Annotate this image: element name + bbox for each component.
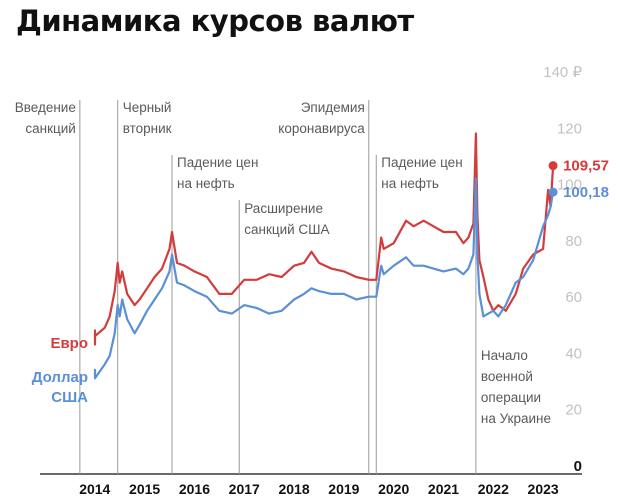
annotation-label: на нефть [381, 176, 439, 191]
usd-series-line [93, 177, 555, 380]
annotation-label: санкций [25, 121, 75, 136]
annotation-label: вторник [123, 121, 172, 136]
annotation-label: военной [481, 369, 533, 384]
annotation-label: Черный [123, 100, 172, 115]
annotation-label: Начало [481, 348, 528, 363]
annotation-label: на Украине [481, 411, 551, 426]
annotation-label: санкций США [244, 222, 329, 237]
y-tick-label: 60 [565, 289, 582, 306]
annotation-label: Эпидемия [301, 100, 365, 115]
annotation-label: Падение цен [177, 155, 258, 170]
y-tick-label: 140 ₽ [543, 64, 582, 81]
euro-series-line [93, 132, 555, 346]
usd-series-label: США [51, 389, 88, 406]
usd-end-label: 100,18 [563, 184, 609, 201]
x-tick-label: 2017 [229, 481, 260, 497]
usd-endpoint [548, 187, 558, 197]
x-tick-label: 2023 [528, 481, 559, 497]
y-tick-label: 40 [565, 345, 582, 362]
annotation-label: Расширение [244, 201, 323, 216]
euro-endpoint [548, 161, 558, 171]
y-tick-label: 0 [574, 458, 582, 475]
euro-end-label: 109,57 [563, 158, 609, 175]
y-tick-label: 120 [557, 120, 582, 137]
euro-series-label: Евро [50, 335, 88, 352]
annotation-label: Падение цен [381, 155, 462, 170]
annotation-label: операции [481, 390, 541, 405]
x-tick-label: 2021 [428, 481, 459, 497]
y-tick-label: 80 [565, 233, 582, 250]
x-tick-label: 2014 [79, 481, 110, 497]
y-tick-label: 100 [557, 177, 582, 194]
annotation-label: Введение [15, 100, 76, 115]
y-tick-label: 20 [565, 402, 582, 419]
usd-series-label: Доллар [32, 369, 88, 386]
x-tick-label: 2019 [328, 481, 359, 497]
annotation-label: коронавируса [278, 121, 365, 136]
x-tick-label: 2015 [129, 481, 160, 497]
annotation-label: на нефть [177, 176, 235, 191]
x-tick-label: 2020 [378, 481, 409, 497]
x-tick-label: 2022 [478, 481, 509, 497]
chart-title: Динамика курсов валют [16, 4, 414, 38]
x-tick-label: 2018 [278, 481, 309, 497]
x-tick-label: 2016 [179, 481, 210, 497]
